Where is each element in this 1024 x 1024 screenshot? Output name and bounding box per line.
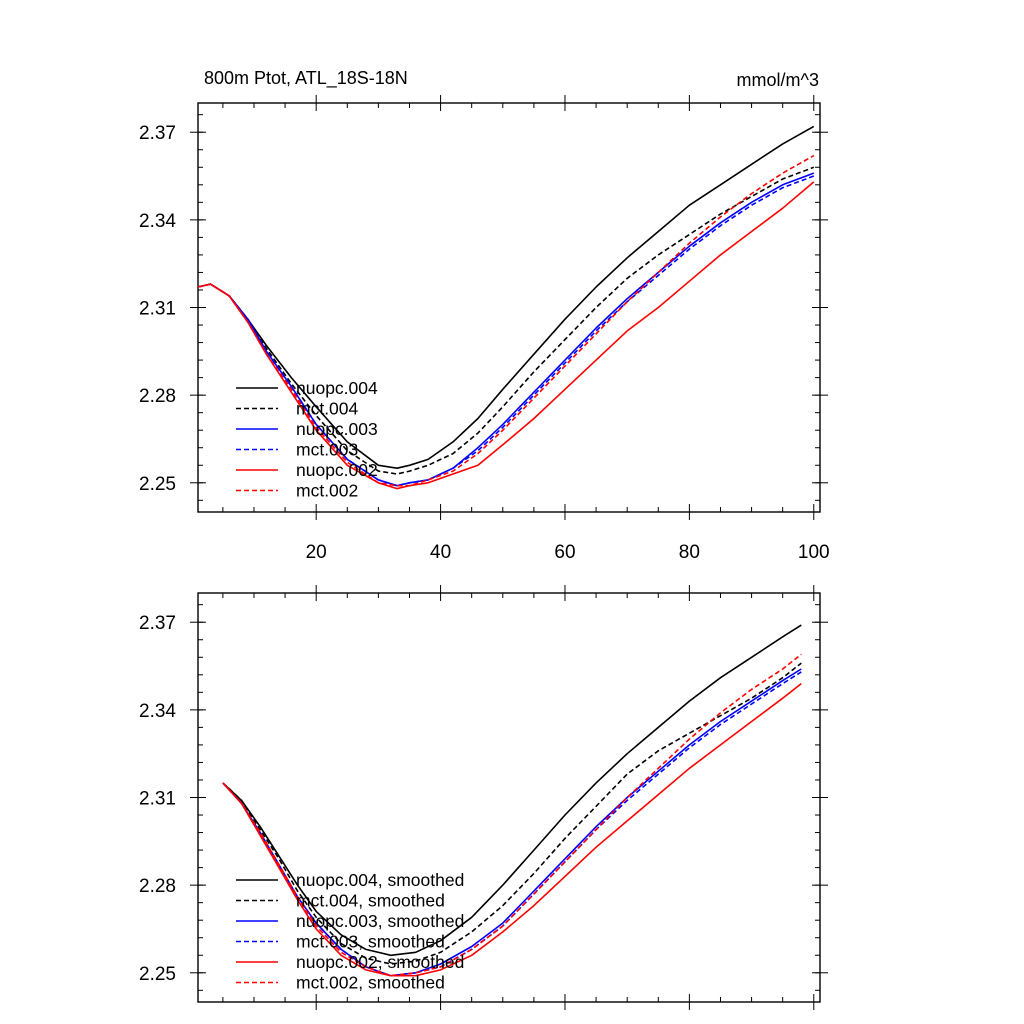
series-line <box>222 653 802 977</box>
legend-label: mct.002, smoothed <box>296 973 445 993</box>
y-tick-label: 2.28 <box>139 386 176 407</box>
y-tick-label: 2.34 <box>139 701 176 722</box>
plot-frame <box>197 102 821 513</box>
legend-label: nuopc.002, smoothed <box>296 952 464 972</box>
y-tick-label: 2.37 <box>139 123 176 144</box>
legend-label: nuopc.004, smoothed <box>296 870 464 890</box>
y-tick-label: 2.31 <box>139 789 176 810</box>
x-tick-label: 100 <box>798 542 830 563</box>
series-line <box>222 682 802 977</box>
y-tick-label: 2.28 <box>139 876 176 897</box>
x-tick-label: 40 <box>430 542 451 563</box>
legend-label: nuopc.004 <box>296 378 378 398</box>
legend-label: nuopc.003, smoothed <box>296 911 464 931</box>
series-line <box>197 172 815 487</box>
legend-label: mct.004, smoothed <box>296 891 445 911</box>
chart-title: 800m Ptot, ATL_18S-18N <box>204 68 408 89</box>
x-tick-label: 80 <box>679 542 700 563</box>
legend-label: nuopc.003 <box>296 419 378 439</box>
series-line <box>197 175 815 487</box>
y-tick-label: 2.25 <box>139 474 176 495</box>
series-line <box>197 166 815 475</box>
y-tick-label: 2.34 <box>139 211 176 232</box>
series-line <box>222 662 802 965</box>
legend-label: mct.004 <box>296 399 359 419</box>
y-tick-label: 2.25 <box>139 964 176 985</box>
y-tick-label: 2.31 <box>139 299 176 320</box>
series-line <box>197 181 815 490</box>
unit-label: mmol/m^3 <box>737 70 819 90</box>
y-tick-label: 2.37 <box>139 613 176 634</box>
series-line <box>197 154 815 487</box>
x-tick-label: 60 <box>554 542 575 563</box>
plot-frame <box>197 592 821 1003</box>
x-tick-label: 20 <box>306 542 327 563</box>
series-line <box>222 624 802 957</box>
series-line <box>197 125 815 469</box>
legend-label: mct.003, smoothed <box>296 932 445 952</box>
legend-label: mct.002 <box>296 481 358 501</box>
legend-label: mct.003 <box>296 440 358 460</box>
legend-label: nuopc.002 <box>296 460 378 480</box>
top-panel: 800m Ptot, ATL_18S-18N mmol/m^3 2.25 2.28… <box>139 68 830 563</box>
